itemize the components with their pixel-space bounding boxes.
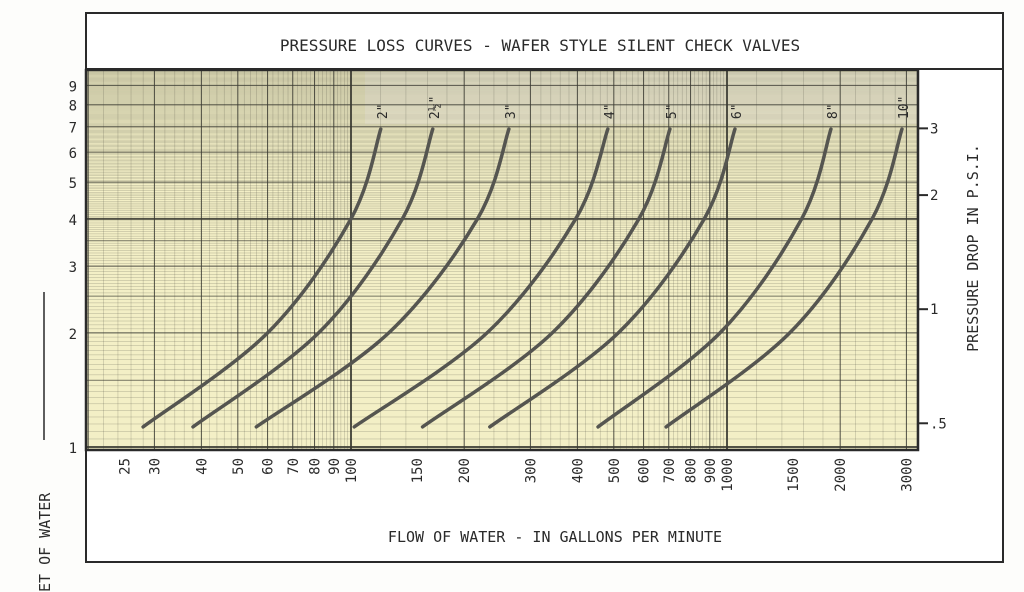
chart-title: PRESSURE LOSS CURVES - WAFER STYLE SILEN… bbox=[280, 36, 800, 55]
right-tick-label: 1 bbox=[930, 302, 938, 318]
plot-border bbox=[84, 68, 920, 452]
curve-6 bbox=[596, 127, 833, 429]
x-tick-label: 2000 bbox=[833, 458, 849, 492]
x-tick-label: 90 bbox=[327, 458, 343, 475]
curve-label: 4" bbox=[603, 103, 618, 119]
curve-label: 3" bbox=[504, 103, 519, 119]
right-tick-label: 2 bbox=[930, 188, 938, 204]
curve-1 bbox=[191, 127, 435, 429]
x-tick-label: 600 bbox=[637, 458, 653, 483]
x-tick-label: 80 bbox=[308, 458, 324, 475]
x-axis-label: FLOW OF WATER - IN GALLONS PER MINUTE bbox=[388, 528, 722, 546]
x-tick-label: 1500 bbox=[786, 458, 802, 492]
curve-labels: 2" 2½" 3" 4" 5" 6" 8" 10" bbox=[376, 96, 912, 119]
x-tick-label: 100 bbox=[344, 458, 360, 483]
curve-2 bbox=[254, 127, 511, 429]
x-tick-label: 60 bbox=[261, 458, 277, 475]
x-tick-label: 40 bbox=[194, 458, 210, 475]
curve-label: 8" bbox=[826, 103, 841, 119]
right-tick-label: .5 bbox=[930, 416, 947, 432]
left-axis-label: ET OF WATER bbox=[36, 492, 54, 592]
curve-4 bbox=[420, 127, 672, 429]
x-tick-label: 300 bbox=[523, 458, 539, 483]
right-tick-label: 3 bbox=[930, 121, 938, 137]
x-tick-label: 400 bbox=[570, 458, 586, 483]
curves bbox=[141, 127, 904, 429]
curve-label: 2½" bbox=[428, 96, 443, 119]
y-tick-label: 9 bbox=[69, 79, 77, 95]
right-axis-label: PRESSURE DROP IN P.S.I. bbox=[964, 144, 982, 352]
y-tick-label: 2 bbox=[69, 327, 77, 343]
curve-0 bbox=[141, 127, 383, 429]
y-tick-labels-right: 321.5 bbox=[918, 121, 947, 432]
x-tick-label: 200 bbox=[457, 458, 473, 483]
x-tick-label: 30 bbox=[147, 458, 163, 475]
y-tick-label: 3 bbox=[69, 260, 77, 276]
x-tick-label: 700 bbox=[662, 458, 678, 483]
y-tick-label: 4 bbox=[69, 213, 77, 229]
curve-label: 2" bbox=[376, 103, 391, 119]
curve-label: 10" bbox=[897, 96, 912, 119]
curve-5 bbox=[488, 127, 737, 429]
y-tick-label: 8 bbox=[69, 99, 77, 115]
x-tick-label: 50 bbox=[231, 458, 247, 475]
x-tick-label: 25 bbox=[118, 458, 134, 475]
curve-label: 5" bbox=[665, 103, 680, 119]
x-tick-label: 900 bbox=[703, 458, 719, 483]
x-tick-label: 150 bbox=[410, 458, 426, 483]
x-tick-label: 500 bbox=[607, 458, 623, 483]
curve-label: 6" bbox=[730, 103, 745, 119]
y-tick-labels-left: 1 2 3 4 5 6 7 8 9 bbox=[69, 79, 77, 457]
grid-lines bbox=[86, 70, 918, 450]
curve-3 bbox=[352, 127, 610, 429]
y-tick-label: 1 bbox=[69, 441, 77, 457]
y-tick-label: 5 bbox=[69, 176, 77, 192]
x-tick-label: 70 bbox=[286, 458, 302, 475]
curve-label-strip bbox=[365, 72, 918, 124]
x-tick-label: 3000 bbox=[899, 458, 915, 492]
y-tick-label: 7 bbox=[69, 121, 77, 137]
x-tick-labels: 25 30 40 50 60 70 80 90 100 150 200 300 400 500 600 700… bbox=[118, 458, 916, 492]
x-tick-label: 1000 bbox=[720, 458, 736, 492]
y-tick-label: 6 bbox=[69, 146, 77, 162]
curve-7 bbox=[664, 127, 904, 429]
x-tick-label: 800 bbox=[684, 458, 700, 483]
